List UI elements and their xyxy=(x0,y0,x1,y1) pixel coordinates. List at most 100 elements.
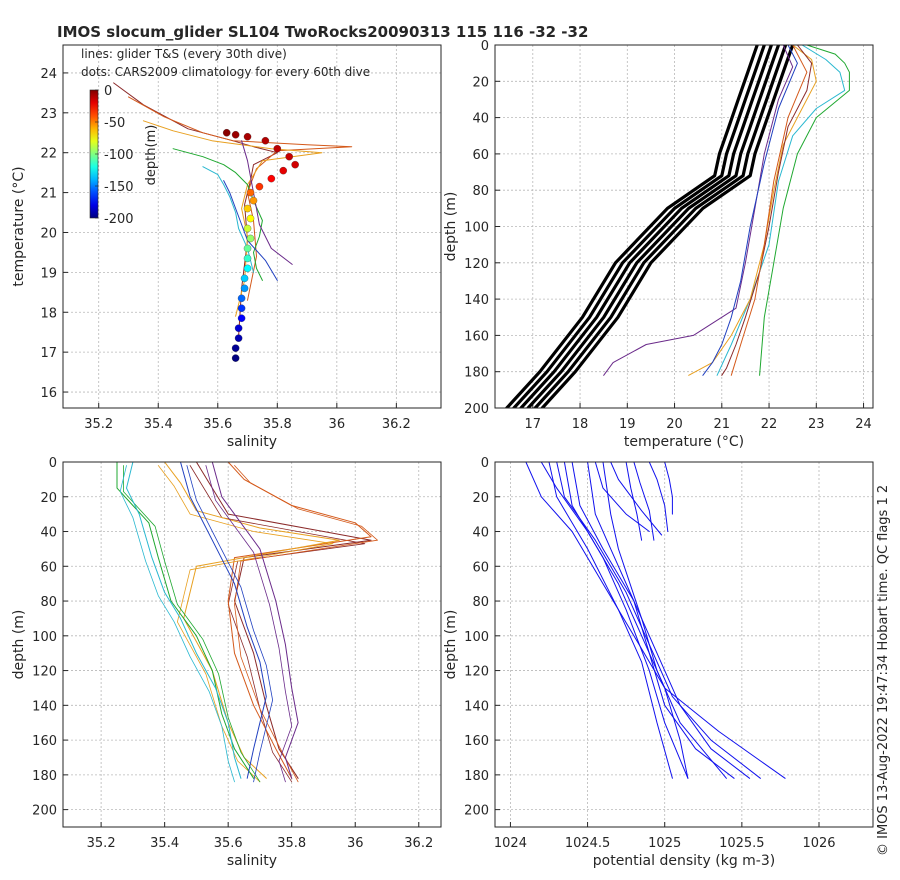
climatology-point xyxy=(231,131,240,139)
climatology-profile xyxy=(505,45,759,408)
glider-salinity-profile xyxy=(180,462,267,779)
glider-salinity-profile xyxy=(126,462,242,779)
x-tick-label: 35.2 xyxy=(84,417,113,432)
plot-area xyxy=(525,462,786,779)
figure-title: IMOS slocum_glider SL104 TwoRocks2009031… xyxy=(57,23,588,41)
colorbar-tick-label: -150 xyxy=(104,180,134,195)
colorbar-tick-label: -100 xyxy=(104,148,134,163)
axes-frame xyxy=(62,461,442,828)
y-tick-label: 160 xyxy=(464,734,489,749)
x-tick-label: 35.6 xyxy=(214,836,243,851)
climatology-point xyxy=(246,214,255,223)
glider-salinity-profile xyxy=(116,462,255,779)
y-tick-label: 140 xyxy=(464,293,489,308)
y-tick-label: 24 xyxy=(40,67,57,82)
glider-salinity-profile xyxy=(164,462,340,779)
density-depth-panel: 1024 1024.5 1025 1025.5 1026 0 20 40 60 80 100 120 1… xyxy=(443,456,874,869)
climatology-point xyxy=(240,284,249,293)
x-tick-label: 1025.5 xyxy=(719,836,765,851)
colorbar-tick-label: -200 xyxy=(104,212,134,227)
climatology-profile xyxy=(526,45,781,408)
axes-frame xyxy=(494,44,874,409)
climatology-profile xyxy=(533,45,788,408)
climatology-point xyxy=(234,334,243,342)
y-tick-label: 20 xyxy=(472,491,489,506)
climatology-point xyxy=(267,174,276,183)
x-tick-label: 35.4 xyxy=(150,836,179,851)
y-tick-label: 23 xyxy=(40,107,57,122)
climatology-point xyxy=(231,344,240,352)
y-axis-label: depth (m) xyxy=(443,610,459,680)
axes-background xyxy=(63,462,441,827)
plot-area xyxy=(113,82,353,362)
climatology-point xyxy=(237,314,246,322)
climatology-point xyxy=(243,264,252,273)
climatology-point xyxy=(240,274,249,283)
y-tick-label: 100 xyxy=(32,630,57,645)
colorbar-tick-label: -50 xyxy=(104,116,125,131)
x-tick-label: 19 xyxy=(619,417,636,432)
climatology-point xyxy=(237,304,246,313)
y-axis-label: depth (m) xyxy=(443,192,459,262)
glider-density-profile xyxy=(594,462,650,532)
y-tick-label: 200 xyxy=(464,804,489,819)
x-tick-label: 1025 xyxy=(648,836,681,851)
y-tick-label: 60 xyxy=(472,560,489,575)
glider-salinity-profile xyxy=(211,462,299,779)
climatology-point xyxy=(285,152,293,161)
x-tick-label: 1024.5 xyxy=(565,836,611,851)
glider-temperature-profile xyxy=(688,45,817,376)
y-tick-label: 80 xyxy=(472,184,489,199)
y-tick-label: 20 xyxy=(40,491,57,506)
y-tick-label: 40 xyxy=(40,526,57,541)
axes-frame xyxy=(62,44,442,409)
y-tick-label: 80 xyxy=(40,595,57,610)
colorbar-label: depth(m) xyxy=(144,125,159,186)
glider-density-profile xyxy=(587,462,735,779)
x-tick-label: 35.6 xyxy=(203,417,232,432)
y-tick-label: 100 xyxy=(464,630,489,645)
y-tick-label: 19 xyxy=(40,266,57,281)
y-tick-label: 0 xyxy=(481,456,489,471)
x-tick-label: 35.4 xyxy=(144,417,173,432)
climatology-profile xyxy=(540,45,795,408)
y-tick-label: 200 xyxy=(32,804,57,819)
axes-frame xyxy=(494,461,874,828)
x-tick-label: 21 xyxy=(714,417,731,432)
annotation-lines: lines: glider T&S (every 30th dive) xyxy=(81,47,287,61)
climatology-point xyxy=(291,160,299,169)
glider-salinity-profile xyxy=(186,465,274,783)
y-tick-label: 40 xyxy=(472,112,489,127)
glider-temperature-profile xyxy=(730,45,808,376)
y-tick-label: 180 xyxy=(32,769,57,784)
y-tick-label: 120 xyxy=(464,257,489,272)
x-tick-label: 20 xyxy=(666,417,683,432)
y-tick-label: 17 xyxy=(40,346,57,361)
glider-density-profile xyxy=(625,462,643,541)
glider-temperature-profile xyxy=(759,45,850,376)
climatology-point xyxy=(237,294,246,303)
y-tick-label: 16 xyxy=(40,386,57,401)
glider-ts-line xyxy=(241,140,293,265)
glider-salinity-profile xyxy=(119,465,235,783)
x-axis-label: salinity xyxy=(227,853,277,869)
plot-area xyxy=(505,45,850,408)
x-axis-label: salinity xyxy=(227,434,277,450)
climatology-point xyxy=(243,132,252,141)
y-tick-label: 160 xyxy=(32,734,57,749)
y-axis-label: depth (m) xyxy=(11,610,27,680)
climatology-point xyxy=(246,234,255,243)
salinity-depth-panel: 35.2 35.4 35.6 35.8 36 36.2 0 20 40 60 80 100 120 140… xyxy=(11,456,442,869)
x-tick-label: 36 xyxy=(329,417,346,432)
axes-background xyxy=(495,462,873,827)
glider-temperature-profile xyxy=(721,45,813,376)
y-tick-label: 120 xyxy=(464,665,489,680)
x-tick-label: 18 xyxy=(572,417,589,432)
y-tick-label: 160 xyxy=(464,329,489,344)
glider-density-profile xyxy=(648,462,669,532)
glider-density-profile xyxy=(664,462,673,515)
glider-density-profile xyxy=(610,462,663,536)
axes-background xyxy=(63,45,441,408)
y-tick-label: 200 xyxy=(464,402,489,417)
